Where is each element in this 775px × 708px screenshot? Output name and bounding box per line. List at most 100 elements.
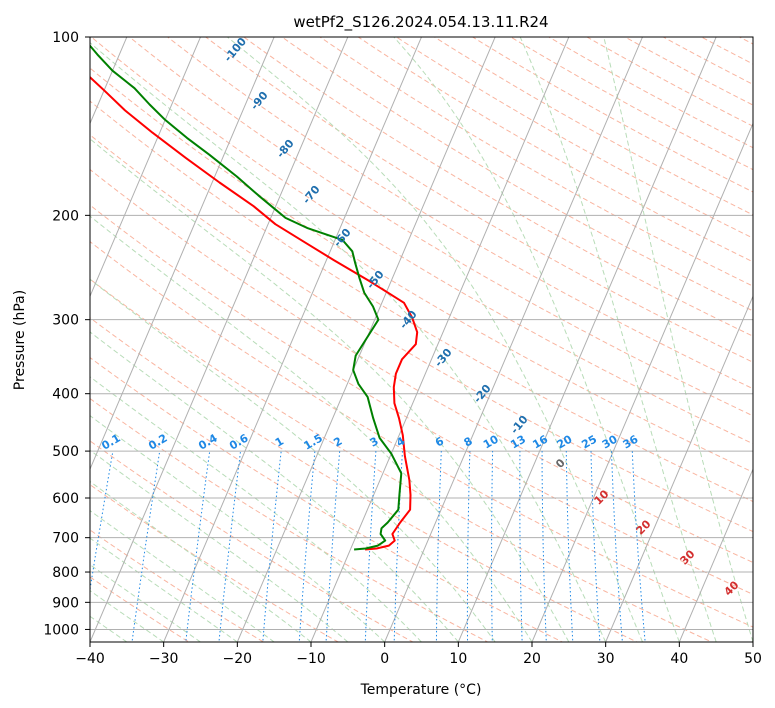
moist-adiabat — [90, 415, 386, 642]
x-tick-label: −20 — [223, 651, 253, 667]
isotherm — [90, 37, 275, 471]
mixing-ratio-label: 0.6 — [227, 431, 251, 452]
moist-adiabat — [90, 480, 312, 642]
x-tick-label: −10 — [296, 651, 326, 667]
mixing-ratio-line — [131, 451, 161, 642]
dry-adiabat — [90, 278, 713, 642]
moist-adiabat — [90, 376, 422, 642]
chart-title: wetPf2_S126.2024.054.13.11.R24 — [293, 13, 548, 32]
x-tick-label: 50 — [744, 651, 762, 667]
dry-adiabat — [90, 168, 753, 564]
dry-adiabat — [586, 37, 753, 127]
x-tick-label: −40 — [75, 651, 105, 667]
moist-adiabat — [227, 37, 643, 642]
mixing-ratio-line — [185, 451, 211, 642]
isotherm — [90, 37, 349, 642]
moist-adiabat-label: 0 — [553, 456, 568, 471]
dry-adiabat — [128, 37, 753, 417]
moist-adiabat — [519, 37, 717, 642]
y-tick-label: 100 — [52, 30, 79, 46]
mixing-ratio-line — [298, 451, 316, 642]
moist-adiabat — [90, 215, 533, 642]
dry-adiabat — [90, 317, 639, 642]
plot-frame — [89, 36, 754, 643]
dry-adiabat-label: -80 — [274, 137, 297, 161]
isotherm — [531, 122, 753, 642]
dry-adiabat — [90, 134, 753, 533]
mixing-ratio-line — [90, 451, 114, 593]
mixing-ratio-label: 1 — [273, 435, 286, 450]
moist-adiabat — [90, 138, 570, 642]
dry-adiabat-label: -100 — [221, 35, 249, 65]
x-tick-label: 30 — [597, 651, 615, 667]
x-tick-label: 10 — [449, 651, 467, 667]
isotherm — [384, 37, 644, 642]
dry-adiabat — [752, 24, 775, 654]
y-tick-label: 700 — [52, 531, 79, 547]
y-axis-label: Pressure (hPa) — [12, 290, 28, 390]
moist-adiabat — [90, 509, 275, 642]
moist-adiabat — [90, 449, 349, 642]
mixing-ratio-label: 0.1 — [99, 432, 122, 453]
mixing-ratio-line — [490, 451, 494, 642]
isotherm — [163, 37, 423, 642]
y-tick-label: 800 — [52, 565, 79, 581]
dry-adiabat — [509, 37, 753, 171]
dry-adiabat — [319, 37, 753, 287]
dry-adiabat — [90, 397, 489, 642]
moist-adiabat — [393, 37, 680, 642]
isotherm — [678, 467, 753, 642]
x-tick-label: 0 — [380, 651, 389, 667]
mixing-ratio-line — [325, 451, 341, 642]
dry-adiabat — [471, 37, 753, 193]
y-tick-label: 400 — [52, 387, 79, 403]
mixing-ratio-line — [611, 451, 623, 642]
dry-adiabat — [90, 241, 753, 628]
profile-line — [90, 44, 403, 551]
mixing-ratio-line — [519, 451, 523, 642]
moist-adiabat — [90, 278, 496, 642]
mixing-ratio-line — [631, 451, 646, 642]
dry-adiabat — [90, 37, 753, 445]
mixing-ratio-line — [218, 451, 241, 642]
dry-adiabat-label: -70 — [300, 183, 323, 207]
series-layer — [90, 44, 419, 551]
dry-adiabat-label: -20 — [471, 382, 494, 406]
isotherm — [310, 37, 570, 642]
background-lines — [0, 24, 775, 654]
x-axis-label: Temperature (°C) — [360, 682, 482, 698]
moist-adiabat — [90, 564, 201, 642]
y-tick-label: 500 — [52, 444, 79, 460]
moist-adiabat — [90, 589, 164, 642]
mixing-ratio-line — [541, 451, 547, 642]
isotherm — [0, 24, 59, 654]
mixing-ratio-label: 4 — [394, 434, 407, 449]
moist-adiabat-label: 20 — [634, 517, 654, 537]
dry-adiabat — [90, 529, 265, 642]
dry-adiabat — [547, 37, 753, 149]
dry-adiabat — [395, 37, 753, 239]
isotherm — [90, 37, 202, 298]
isotherm — [605, 295, 753, 642]
y-tick-label: 200 — [52, 208, 79, 224]
y-tick-label: 1000 — [43, 622, 79, 638]
profile-line — [90, 75, 419, 551]
dry-adiabat-label: -90 — [248, 89, 271, 113]
isotherm — [752, 640, 753, 642]
moist-adiabat — [90, 331, 459, 642]
dry-adiabat — [90, 67, 753, 473]
axes: −40 −30 −20 −10 0 10 20 30 40 5010020030040050060… — [43, 30, 762, 667]
dry-adiabat — [90, 100, 753, 503]
isotherm — [457, 37, 717, 642]
x-tick-label: 20 — [523, 651, 541, 667]
moist-adiabat-label: 10 — [592, 487, 612, 507]
dry-adiabat — [662, 37, 753, 85]
dry-adiabat — [281, 37, 753, 312]
moist-adiabat — [90, 537, 238, 642]
dry-adiabat-label: -60 — [331, 226, 354, 250]
dry-adiabat — [90, 204, 753, 595]
mixing-ratio-label: 0.2 — [146, 432, 169, 453]
y-tick-label: 300 — [52, 313, 79, 329]
mixing-ratio-line — [435, 451, 442, 642]
